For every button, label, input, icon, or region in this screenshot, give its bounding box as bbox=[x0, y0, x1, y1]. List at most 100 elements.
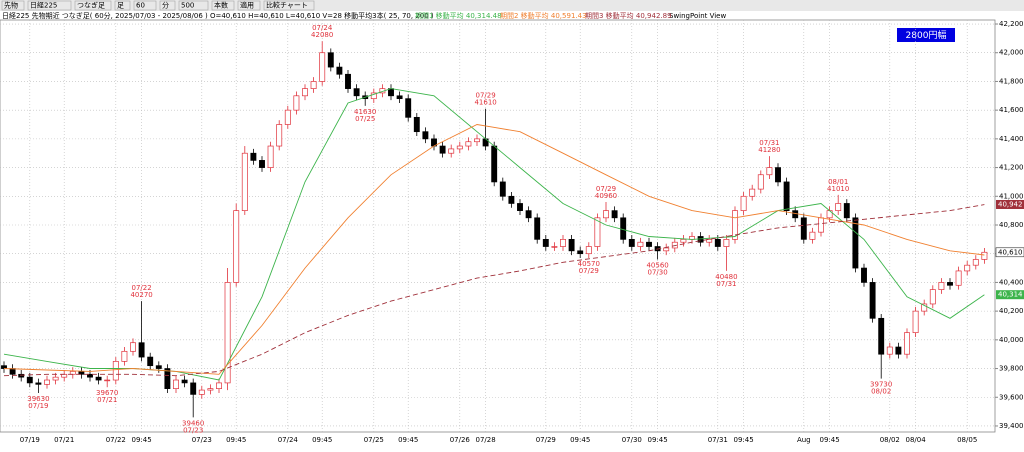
candle-body bbox=[164, 368, 171, 389]
candle-body bbox=[181, 379, 188, 384]
annotation-price: 41630 bbox=[354, 108, 376, 116]
plot-frame bbox=[0, 19, 996, 433]
x-tick-label: 09:45 bbox=[570, 436, 590, 444]
toolbar-button bbox=[263, 0, 315, 11]
candle-body bbox=[560, 239, 566, 247]
x-tick-label: 09:45 bbox=[132, 436, 152, 444]
candle-body bbox=[947, 282, 953, 286]
candle-body bbox=[775, 167, 781, 183]
candle-body bbox=[740, 195, 747, 211]
candle-body bbox=[95, 376, 102, 381]
candle-body bbox=[757, 174, 764, 190]
toolbar-item: 本数 bbox=[214, 1, 228, 10]
y-tick-label: 40,400 bbox=[999, 278, 1024, 286]
x-tick-label: 09:45 bbox=[734, 436, 754, 444]
candle-body bbox=[388, 88, 394, 97]
candle-body bbox=[723, 239, 730, 247]
candle-body bbox=[886, 346, 893, 355]
info-line: 日経225 先物期近 つなぎ足( 60分, 2025/07/03 - 2025/… bbox=[2, 11, 434, 20]
toolbar-item: 先物 bbox=[4, 1, 18, 10]
candle-body bbox=[474, 138, 480, 143]
candle-body bbox=[921, 303, 928, 312]
candle-body bbox=[448, 148, 455, 154]
annotation-date: 07/31 bbox=[716, 280, 736, 288]
x-tick-label: 09:45 bbox=[648, 436, 668, 444]
candle-body bbox=[276, 124, 283, 147]
candle-body bbox=[121, 350, 128, 362]
candle-body bbox=[646, 241, 652, 247]
toolbar-bg bbox=[0, 0, 1024, 11]
candle-body bbox=[293, 95, 300, 111]
candle-body bbox=[138, 342, 145, 358]
badge-bg bbox=[897, 28, 955, 42]
candle-body bbox=[869, 282, 876, 319]
candle-body bbox=[130, 342, 136, 352]
candle-body bbox=[568, 239, 575, 252]
view-label: SwingPoint View bbox=[669, 12, 726, 20]
y-tick-label: 42,200 bbox=[999, 20, 1024, 28]
candle-body bbox=[706, 239, 713, 243]
candle-body bbox=[18, 373, 25, 378]
annotation-price: 40570 bbox=[578, 260, 600, 268]
candle-body bbox=[904, 332, 910, 355]
toolbar-item: 足 bbox=[117, 2, 124, 10]
end-tag-bg bbox=[996, 290, 1024, 300]
candle-body bbox=[663, 247, 670, 252]
legend-entry: 期間2 移動平均 40,591.43 bbox=[500, 11, 587, 20]
candle-body bbox=[809, 231, 816, 240]
candle-body bbox=[603, 210, 609, 219]
x-tick-label: 08/05 bbox=[957, 436, 977, 444]
toolbar-item: 日経225 bbox=[30, 1, 57, 10]
candle-body bbox=[353, 88, 360, 97]
end-tag: 40,314 bbox=[998, 291, 1023, 299]
toolbar-button bbox=[178, 0, 209, 11]
annotation-date: 07/22 bbox=[132, 284, 152, 292]
candle-body bbox=[766, 167, 773, 176]
annotation-price: 39670 bbox=[96, 389, 118, 397]
candle-body bbox=[912, 310, 919, 334]
y-tick-label: 40,200 bbox=[999, 307, 1024, 315]
candle-body bbox=[370, 92, 377, 100]
annotation-price: 41610 bbox=[474, 99, 496, 107]
y-tick-label: 41,600 bbox=[999, 106, 1024, 114]
y-tick-label: 41,800 bbox=[999, 77, 1024, 85]
candle-body bbox=[336, 66, 343, 75]
y-tick-label: 39,800 bbox=[999, 365, 1024, 373]
candle-body bbox=[112, 361, 119, 381]
annotation-date: 07/29 bbox=[476, 92, 496, 100]
candle-body bbox=[611, 210, 618, 219]
x-tick-label: 09:45 bbox=[226, 436, 246, 444]
toolbar-button bbox=[159, 0, 176, 11]
toolbar-button bbox=[114, 0, 131, 11]
candle-body bbox=[302, 88, 308, 97]
annotation-price: 39730 bbox=[870, 381, 892, 389]
annotation-date: 07/29 bbox=[596, 185, 616, 193]
ma-line bbox=[3, 88, 985, 381]
toolbar-button bbox=[211, 0, 235, 11]
x-tick-label: 09:45 bbox=[398, 436, 418, 444]
candle-body bbox=[835, 203, 842, 211]
annotation-date: 08/01 bbox=[828, 178, 848, 186]
annotation-price: 39630 bbox=[27, 395, 49, 403]
candle-body bbox=[671, 241, 678, 249]
candle-body bbox=[104, 379, 111, 382]
x-tick-label: 09:45 bbox=[312, 436, 332, 444]
x-tick-label: 07/29 bbox=[536, 436, 556, 444]
x-tick-label: 07/21 bbox=[54, 436, 74, 444]
annotation-price: 40480 bbox=[715, 273, 737, 281]
candle-body bbox=[981, 251, 988, 260]
y-tick-label: 42,000 bbox=[999, 49, 1024, 57]
candle-body bbox=[319, 52, 326, 82]
candle-body bbox=[852, 217, 859, 269]
toolbar-item: 分 bbox=[162, 1, 169, 10]
candle-body bbox=[843, 203, 850, 219]
annotation-date: 08/02 bbox=[871, 388, 891, 396]
candle-body bbox=[216, 382, 222, 389]
candle-body bbox=[241, 152, 248, 211]
candle-body bbox=[551, 246, 558, 248]
x-tick-label: 08/02 bbox=[880, 436, 900, 444]
x-tick-label: 07/30 bbox=[622, 436, 642, 444]
candle-body bbox=[861, 267, 867, 283]
candle-body bbox=[147, 356, 154, 367]
